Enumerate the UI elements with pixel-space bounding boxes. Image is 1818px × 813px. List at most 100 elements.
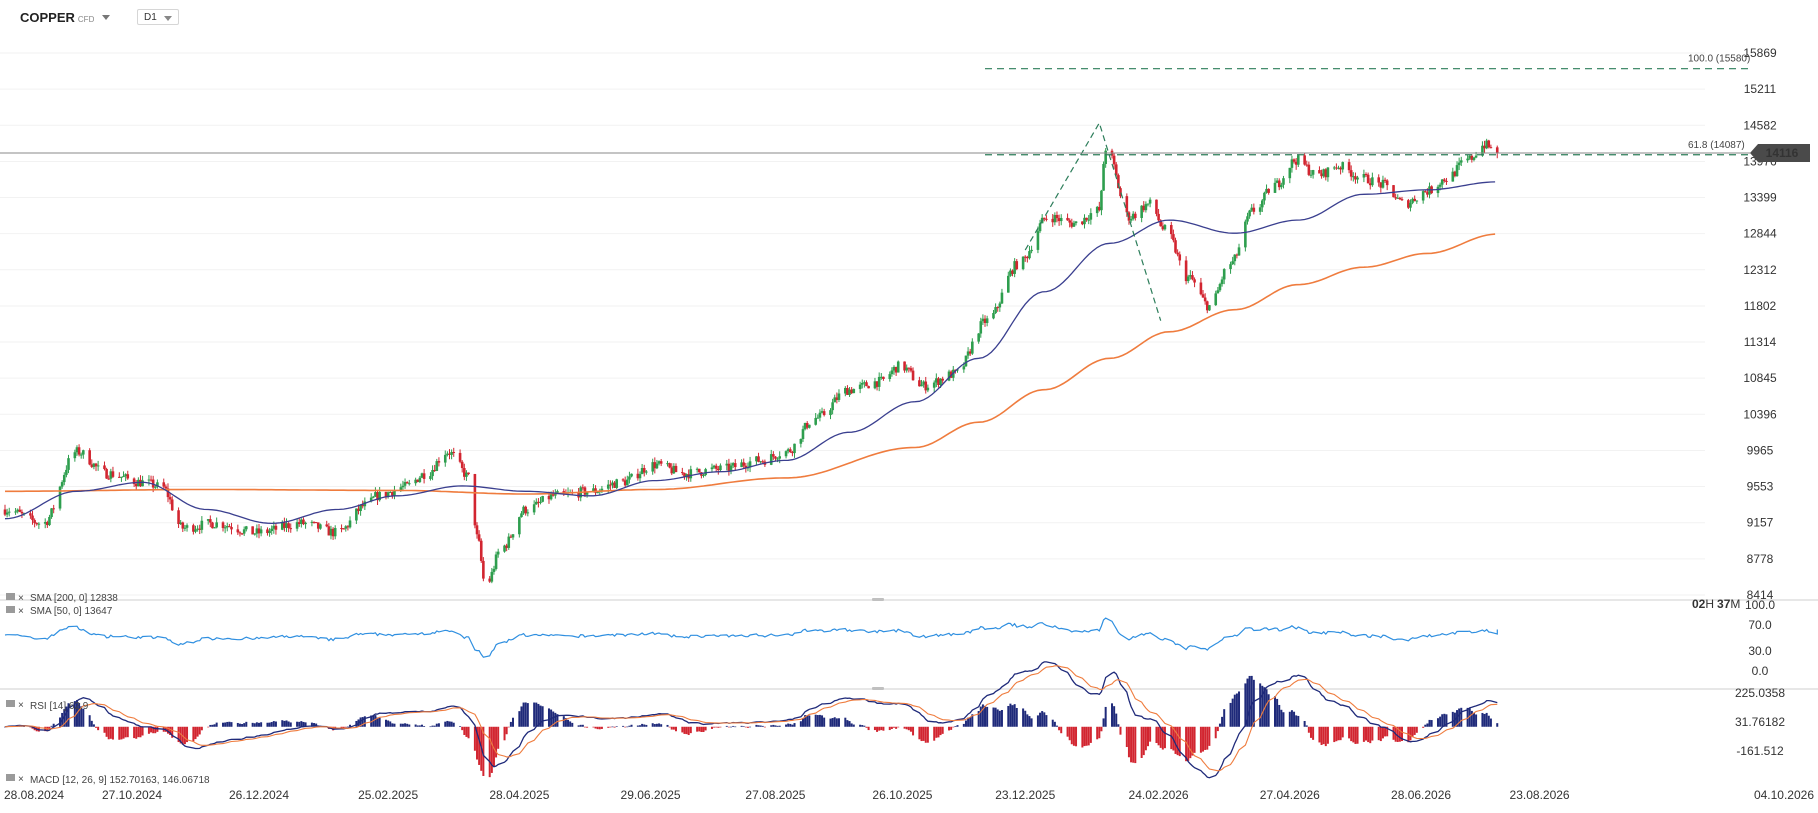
macd-histogram-bar: [1307, 726, 1310, 733]
candle-body: [132, 478, 136, 485]
candle-body: [1407, 200, 1410, 208]
candle-body: [926, 387, 930, 391]
candle: [1161, 222, 1165, 231]
timeframe-selector[interactable]: D1: [137, 9, 179, 25]
candle-body: [1222, 269, 1226, 280]
chevron-down-icon[interactable]: [102, 15, 111, 20]
fib-level-label: 61.8 (14087): [1688, 140, 1745, 151]
candle-body: [867, 386, 870, 389]
candle: [778, 451, 781, 464]
macd-histogram-bar: [1487, 715, 1490, 727]
price-axis-label: 15211: [1744, 82, 1777, 96]
candle-body: [266, 529, 269, 534]
candle-body: [342, 528, 345, 530]
macd-histogram-bar: [420, 724, 423, 727]
menu-icon[interactable]: [6, 593, 15, 600]
candle-body: [1267, 188, 1270, 193]
candle: [1205, 300, 1209, 314]
time-axis-label: 26.10.2025: [872, 788, 932, 802]
candle-body: [429, 476, 432, 479]
candle-body: [1282, 178, 1285, 185]
time-axis[interactable]: 28.08.2024 27.10.2024 26.12.2024 25.02.2025…: [4, 788, 1814, 802]
candle-body: [272, 525, 276, 529]
candle-body: [920, 384, 923, 387]
timeframe-label: D1: [144, 12, 157, 23]
legend-macd[interactable]: × MACD [12, 26, 9] 152.70163, 146.06718: [6, 774, 210, 786]
candle-body: [1411, 198, 1414, 203]
macd-histogram-bar: [361, 717, 364, 727]
candle: [509, 534, 513, 539]
candle: [1273, 178, 1277, 194]
legend-rsi[interactable]: × RSI [14] 62.9: [6, 700, 89, 712]
candle-body: [1495, 147, 1499, 153]
macd-axis-label: -161.512: [1736, 744, 1784, 758]
close-icon[interactable]: ×: [18, 593, 24, 604]
candle: [1112, 153, 1116, 170]
candle-body: [255, 528, 259, 534]
candle: [134, 480, 138, 490]
macd-histogram-bar: [1159, 726, 1162, 748]
candle: [837, 389, 841, 403]
close-icon[interactable]: ×: [18, 700, 24, 711]
legend-sma200[interactable]: × SMA [200, 0] 12838: [6, 593, 118, 604]
candle: [757, 452, 760, 463]
close-icon[interactable]: ×: [18, 774, 24, 785]
candle: [1013, 258, 1016, 278]
macd-histogram-bar: [581, 724, 584, 727]
candle-body: [1216, 290, 1220, 294]
candle-body: [1265, 188, 1268, 193]
candle: [1381, 175, 1385, 189]
macd-histogram-bar: [414, 724, 417, 727]
legend-sma50[interactable]: × SMA [50, 0] 13647: [6, 606, 113, 617]
macd-histogram-bar: [971, 714, 974, 727]
chevron-down-icon[interactable]: [164, 16, 172, 21]
macd-histogram-bar: [1157, 726, 1160, 746]
candle: [808, 424, 811, 429]
symbol-selector[interactable]: COPPER CFD: [20, 10, 111, 25]
menu-icon[interactable]: [6, 774, 15, 781]
macd-histogram-bar: [547, 708, 550, 727]
macd-histogram-bar: [1223, 709, 1226, 727]
candle: [1495, 145, 1499, 159]
candle: [1396, 194, 1400, 199]
macd-histogram-bar: [1267, 694, 1270, 727]
macd-histogram-bar: [903, 726, 906, 729]
close-icon[interactable]: ×: [18, 606, 24, 617]
candle-body: [1134, 213, 1137, 218]
candle-body: [1381, 179, 1385, 188]
candle-body: [1246, 216, 1249, 222]
candle: [48, 514, 51, 527]
macd-histogram-bar: [778, 725, 781, 727]
candle-body: [372, 496, 375, 498]
macd-histogram-bar: [124, 726, 127, 738]
candle: [295, 518, 299, 532]
menu-icon[interactable]: [6, 700, 15, 707]
price-axis[interactable]: 1586915211145821397613399128441231211802…: [1735, 46, 1785, 758]
candle: [1407, 198, 1410, 209]
candle-body: [805, 422, 809, 428]
candle: [1371, 172, 1374, 187]
macd-histogram-bar: [730, 726, 733, 728]
candle: [90, 459, 94, 469]
macd-histogram-bar: [495, 726, 498, 758]
candle-body: [344, 526, 348, 529]
macd-histogram-bar: [1147, 726, 1149, 747]
candle-body: [376, 492, 379, 501]
candle: [992, 309, 995, 320]
candle: [407, 479, 411, 486]
candle: [556, 489, 559, 493]
menu-icon[interactable]: [6, 606, 15, 613]
price-axis-label: 9965: [1747, 443, 1774, 457]
macd-histogram-bar: [1185, 726, 1188, 762]
macd-histogram-bar: [1170, 726, 1173, 750]
candle: [833, 394, 837, 403]
candle-body: [907, 367, 911, 369]
macd-histogram-bar: [1015, 707, 1018, 727]
candle-body: [1356, 177, 1359, 180]
macd-histogram-bar: [533, 702, 536, 727]
macd-histogram-bar: [600, 726, 603, 729]
candle: [594, 485, 597, 496]
candle-body: [257, 528, 261, 534]
candle-body: [403, 482, 407, 486]
